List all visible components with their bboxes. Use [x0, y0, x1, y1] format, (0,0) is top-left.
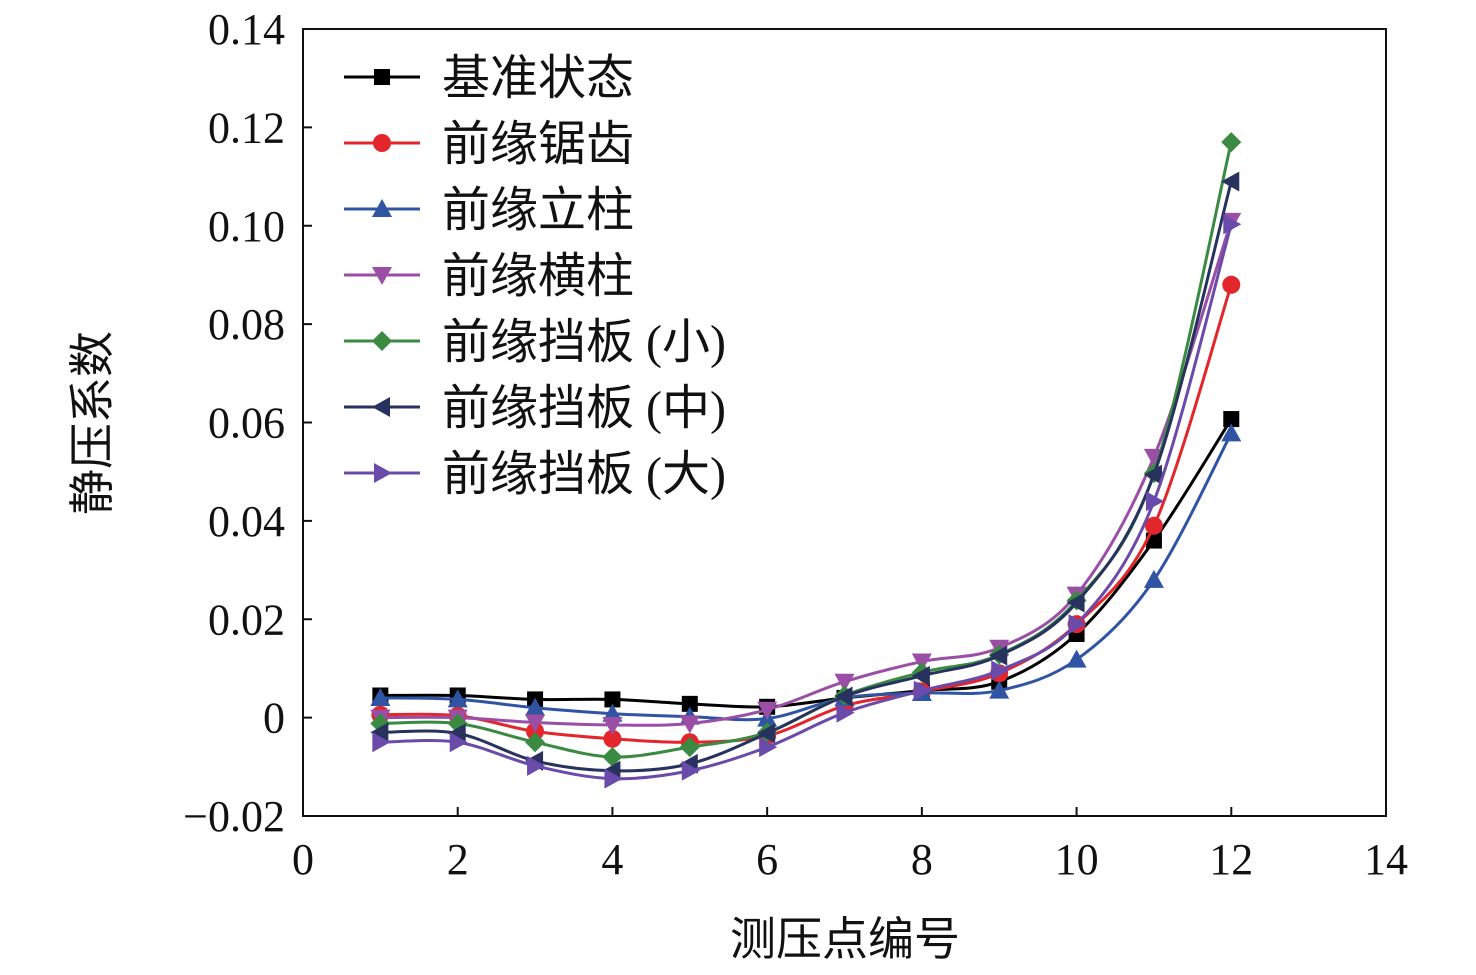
data-point — [1221, 423, 1242, 442]
legend-marker — [373, 134, 391, 152]
data-point — [989, 680, 1010, 699]
data-point — [525, 732, 546, 753]
data-point — [525, 714, 546, 733]
data-point — [757, 723, 776, 744]
data-point — [604, 768, 623, 789]
legend-item: 前缘挡板 (小) — [344, 316, 726, 369]
data-point — [604, 691, 621, 708]
legend-marker — [372, 267, 392, 285]
data-point — [911, 665, 930, 686]
data-point — [679, 715, 700, 734]
data-point — [681, 695, 698, 712]
x-tick-label: 4 — [601, 835, 623, 884]
y-tick-label: 0.14 — [208, 5, 285, 54]
data-point — [447, 689, 468, 708]
legend-label: 前缘挡板 (中) — [442, 382, 726, 435]
data-point — [370, 722, 389, 743]
legend-item: 前缘锯齿 — [344, 118, 634, 171]
y-tick-label: 0.10 — [208, 202, 285, 251]
legend-label: 前缘横柱 — [442, 250, 634, 303]
legend-marker — [374, 69, 390, 85]
x-tick-label: 10 — [1055, 835, 1099, 884]
data-point — [757, 701, 778, 720]
data-point — [681, 760, 700, 781]
data-point — [372, 732, 391, 753]
data-point — [759, 737, 778, 758]
legend-label: 前缘锯齿 — [442, 118, 634, 171]
x-axis-label: 测压点编号 — [730, 914, 960, 965]
data-point — [603, 729, 622, 748]
data-point — [1221, 132, 1242, 153]
data-point — [449, 732, 468, 753]
legend-label: 前缘挡板 (小) — [442, 316, 726, 369]
x-tick-label: 6 — [756, 835, 778, 884]
data-point — [602, 717, 623, 736]
data-point — [1066, 649, 1087, 668]
data-point — [1068, 614, 1087, 635]
data-point — [836, 702, 855, 723]
legend-marker — [374, 463, 392, 483]
axes-layer: 0 2 4 6 8 10 12 14−0.0200.020.040.060.080.100.1… — [183, 5, 1408, 884]
y-tick-label: 0.02 — [208, 595, 285, 644]
legend-marker — [372, 331, 392, 351]
data-point — [834, 686, 853, 707]
legend-item: 基准状态 — [344, 52, 634, 105]
y-tick-label: 0 — [263, 694, 285, 743]
legend-marker — [372, 199, 392, 217]
data-point — [525, 697, 546, 716]
x-tick-label: 14 — [1364, 835, 1408, 884]
y-tick-label: 0.06 — [208, 399, 285, 448]
y-tick-label: 0.04 — [208, 497, 285, 546]
data-point — [1143, 569, 1164, 588]
x-tick-label: 2 — [447, 835, 469, 884]
x-tick-label: 0 — [292, 835, 314, 884]
legend-label: 前缘挡板 (大) — [442, 448, 726, 501]
y-tick-label: −0.02 — [183, 792, 285, 841]
data-point — [679, 737, 700, 758]
y-tick-label: 0.12 — [208, 103, 285, 152]
data-point — [1145, 491, 1164, 512]
series-7 — [372, 214, 1242, 789]
legend-item: 前缘挡板 (中) — [344, 382, 726, 435]
legend-item: 前缘横柱 — [344, 250, 634, 303]
legend-marker — [372, 397, 390, 417]
data-point — [1223, 411, 1240, 428]
data-point — [834, 673, 855, 692]
data-point — [602, 746, 623, 767]
x-tick-label: 8 — [911, 835, 933, 884]
data-point — [1143, 464, 1162, 485]
data-point — [1223, 214, 1242, 235]
data-point — [989, 645, 1008, 666]
data-point — [1144, 516, 1163, 535]
x-tick-label: 12 — [1209, 835, 1253, 884]
data-point — [991, 660, 1010, 681]
legend-label: 基准状态 — [442, 52, 634, 105]
data-point — [527, 755, 546, 776]
data-point — [370, 687, 391, 706]
series-layer — [370, 132, 1242, 789]
legend-label: 前缘立柱 — [442, 184, 634, 237]
data-point — [1222, 275, 1241, 294]
data-point — [913, 680, 932, 701]
legend-item: 前缘挡板 (大) — [344, 448, 726, 501]
data-point — [1221, 171, 1240, 192]
data-point — [1066, 592, 1085, 613]
data-point — [447, 723, 466, 744]
legend-item: 前缘立柱 — [344, 184, 634, 237]
y-tick-label: 0.08 — [208, 300, 285, 349]
y-axis-label: 静压系数 — [67, 331, 118, 515]
